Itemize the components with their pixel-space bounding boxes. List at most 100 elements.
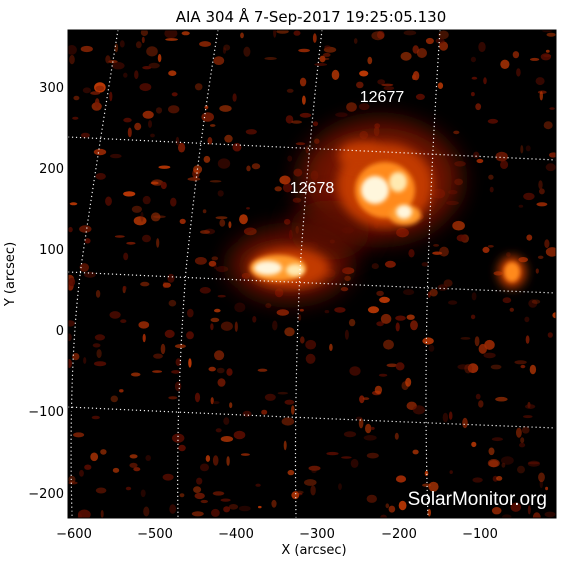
network-speck — [217, 190, 224, 197]
network-speck — [476, 158, 484, 164]
network-speck — [525, 404, 536, 409]
network-speck — [482, 246, 490, 253]
network-speck — [412, 449, 419, 455]
grid-latitude-line — [68, 136, 556, 161]
network-speck — [94, 334, 105, 341]
network-speck — [380, 313, 392, 324]
network-speck — [140, 281, 150, 287]
network-speck — [363, 435, 377, 441]
network-speck — [488, 460, 499, 468]
network-speck — [216, 367, 225, 374]
network-speck — [200, 463, 209, 472]
network-speck — [178, 444, 186, 452]
network-speck — [428, 481, 439, 492]
network-speck — [541, 30, 553, 33]
network-speck — [488, 447, 495, 456]
network-speck — [129, 462, 138, 468]
network-speck — [371, 31, 385, 41]
network-speck — [240, 32, 244, 39]
network-speck — [84, 464, 92, 470]
network-speck — [93, 148, 107, 156]
network-speck — [226, 456, 230, 466]
y-axis-label: Y (arcsec) — [3, 242, 18, 307]
network-speck — [349, 366, 361, 376]
network-speck — [406, 314, 415, 320]
network-speck — [79, 469, 84, 477]
network-speck — [162, 473, 174, 481]
network-speck — [398, 500, 407, 511]
network-speck — [359, 395, 365, 404]
network-speck — [175, 136, 180, 146]
network-speck — [210, 317, 220, 323]
network-speck — [279, 175, 291, 185]
network-speck — [208, 260, 217, 267]
network-speck — [222, 47, 227, 54]
network-speck — [471, 441, 477, 448]
network-speck — [412, 71, 420, 81]
network-speck — [205, 455, 211, 462]
network-speck — [126, 241, 136, 245]
network-speck — [246, 165, 251, 172]
network-speck — [133, 216, 147, 226]
network-speck — [528, 299, 538, 308]
network-speck — [82, 87, 91, 94]
network-speck — [536, 202, 548, 207]
network-speck — [470, 314, 476, 320]
network-speck — [200, 499, 208, 504]
network-speck — [217, 378, 226, 387]
network-speck — [388, 505, 396, 513]
network-speck — [164, 329, 175, 338]
network-speck — [405, 377, 412, 387]
network-speck — [298, 48, 310, 53]
network-speck — [376, 290, 384, 297]
network-speck — [232, 142, 242, 152]
network-speck — [377, 30, 385, 39]
network-speck — [153, 353, 163, 359]
network-speck — [295, 142, 306, 146]
grid-longitude-line — [294, 30, 323, 518]
network-speck — [68, 475, 76, 483]
network-speck — [381, 83, 394, 87]
network-speck — [210, 323, 214, 331]
network-speck — [223, 417, 230, 425]
network-speck — [83, 357, 87, 364]
network-speck — [123, 72, 128, 78]
network-speck — [168, 396, 178, 400]
network-speck — [203, 155, 211, 163]
network-speck — [100, 449, 107, 455]
network-speck — [323, 52, 331, 57]
network-speck — [395, 475, 407, 483]
network-speck — [448, 300, 458, 305]
network-speck — [353, 38, 358, 44]
network-speck — [518, 204, 524, 208]
network-speck — [208, 366, 216, 372]
network-speck — [168, 70, 177, 76]
network-speck — [194, 257, 207, 265]
network-speck — [68, 45, 77, 55]
network-speck — [127, 127, 132, 138]
network-speck — [321, 57, 330, 61]
network-speck — [378, 373, 388, 377]
network-speck — [114, 235, 125, 238]
network-speck — [335, 112, 348, 117]
network-speck — [94, 82, 106, 93]
network-speck — [495, 396, 508, 402]
network-speck — [471, 292, 477, 301]
network-speck — [160, 343, 166, 355]
network-speck — [412, 405, 425, 415]
network-speck — [264, 57, 277, 60]
network-speck — [157, 54, 162, 63]
network-speck — [539, 91, 543, 101]
network-speck — [483, 352, 496, 359]
y-tick-label: 200 — [39, 162, 64, 177]
network-speck — [544, 239, 550, 249]
network-speck — [214, 264, 217, 270]
network-speck — [367, 306, 380, 314]
network-speck — [181, 31, 190, 36]
network-speck — [487, 118, 499, 124]
network-speck — [150, 212, 161, 222]
network-speck — [271, 499, 277, 508]
network-speck — [510, 502, 521, 512]
network-speck — [90, 452, 99, 462]
network-speck — [394, 432, 399, 440]
